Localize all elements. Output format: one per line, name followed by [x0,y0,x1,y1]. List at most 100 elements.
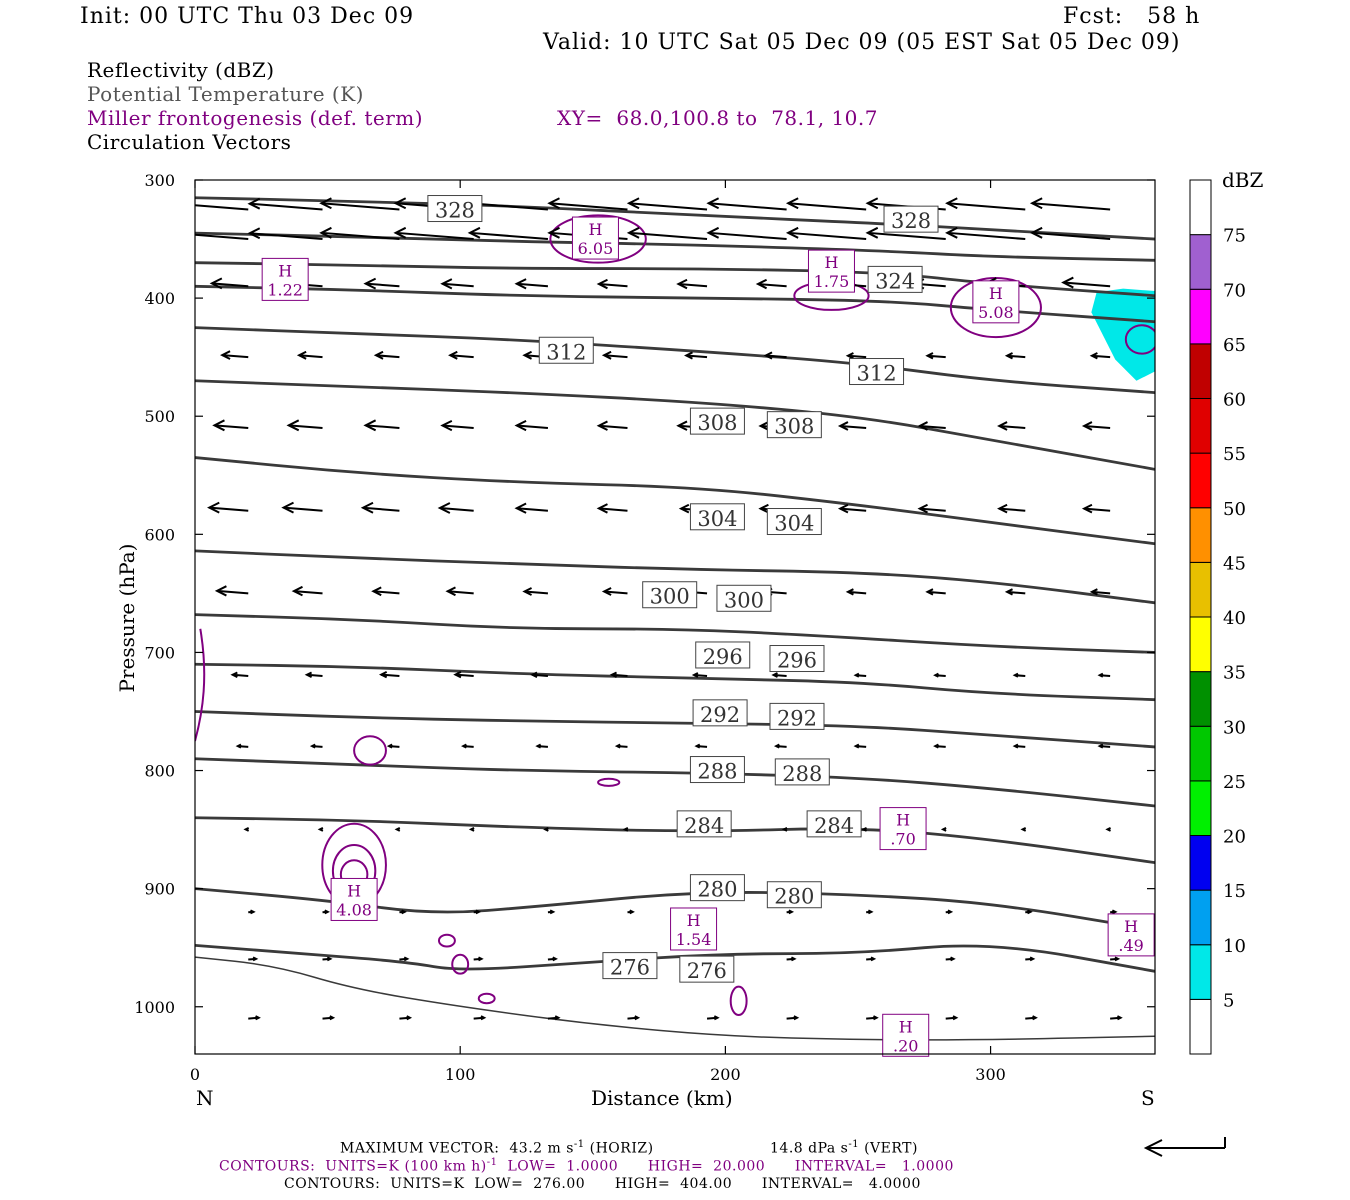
circulation-vector [626,226,708,241]
theta-contour-284 [195,816,1155,865]
frontogenesis-contour [451,953,470,975]
y-tick-label: 900 [144,880,175,899]
circulation-vector [1061,276,1111,289]
circulation-vector [614,743,628,749]
colorbar-level-label: 65 [1223,335,1246,356]
colorbar-level-label: 40 [1223,608,1246,629]
circulation-vector [360,501,400,514]
circulation-vector [322,909,330,915]
theta-label-280: 280 [774,885,814,909]
footer-vert-vector: 14.8 dPa s-1 (VERT) [770,1139,918,1157]
y-tick-label: 300 [144,171,175,190]
circulation-vector [473,909,482,915]
theta-label-box [689,503,745,531]
circulation-vector [997,503,1026,514]
y-tick-label: 1000 [134,998,175,1017]
circulation-vector [853,672,867,678]
theta-label-box [716,584,772,612]
colorbar-level-label: 50 [1223,499,1246,520]
circulation-vector [468,826,475,832]
circulation-vector [535,743,549,749]
theta-label-box [642,581,698,609]
colorbar-segment [1189,398,1212,454]
frontogenesis-max-value: 1.54 [676,930,712,949]
circulation-vector [373,350,400,360]
reference-vector-icon [1143,1137,1226,1157]
circulation-vector [247,227,323,241]
circulation-vector [207,501,249,514]
theta-contour-312 [195,326,1155,394]
circulation-vector [230,671,249,679]
y-tick-label: 600 [144,525,175,544]
circulation-vector [394,826,401,832]
circulation-vector [547,956,558,962]
frontogenesis-max-box [261,257,309,301]
circulation-vector [286,419,323,432]
footer-max-vector: MAXIMUM VECTOR: 43.2 m s-1 (HORIZ) [340,1139,654,1157]
circulation-vector [861,826,868,832]
colorbar-level-label: 60 [1223,390,1246,411]
frontogenesis-max-marker: H [278,261,292,280]
circulation-vector [1089,588,1111,596]
circulation-vector [547,1015,561,1021]
circulation-vector [514,502,549,514]
circulation-vector [945,226,1026,241]
theta-label-box [427,195,483,223]
circulation-vector [755,278,787,290]
colorbar-segment [1189,507,1212,563]
theta-label-box [769,702,825,730]
frontogenesis-contour [597,777,621,787]
frontogenesis-contour [437,933,456,948]
colorbar-level-label: 55 [1223,444,1246,465]
circulation-vector [601,587,628,596]
theta-label-box [774,758,830,786]
circulation-vector [785,197,867,211]
frontogenesis-max-box [330,877,378,921]
theta-contour-288 [195,757,1155,808]
circulation-vector [378,670,400,679]
circulation-vector [195,233,249,241]
circulation-vector [399,1015,413,1021]
theta-label-312: 312 [857,362,897,386]
theta-label-284: 284 [814,814,854,838]
x-axis-left-end: N [196,1086,214,1110]
circulation-vector [1025,956,1036,962]
frontogenesis-max-box [670,907,718,951]
frontogenesis-max-marker: H [588,220,602,239]
circulation-vector [596,420,628,431]
colorbar-level-label: 10 [1223,936,1246,957]
circulation-vector [473,956,484,962]
circulation-vector [627,1015,641,1021]
frontogenesis-max-value: 6.05 [578,239,614,258]
frontogenesis-contour [195,628,206,742]
circulation-vector [933,743,946,749]
circulation-vector [371,586,400,597]
frontogenesis-max-value: 5.08 [978,303,1014,322]
circulation-vector [248,1015,261,1021]
theta-label-box [689,756,745,784]
theta-contour-308 [195,379,1155,471]
colorbar-segment [1189,452,1212,509]
circulation-vector [925,588,946,596]
circulation-vector [195,204,249,211]
circulation-vector [1097,743,1111,749]
frontogenesis-contour [549,214,647,264]
circulation-vector [837,503,867,514]
theta-label-284: 284 [684,814,724,838]
circulation-vector [453,670,474,679]
circulation-vector [543,826,549,832]
y-tick-label: 500 [144,407,175,426]
colorbar-segment [1189,179,1212,236]
circulation-vector [1029,226,1111,241]
circulation-vector [933,672,946,678]
frontogenesis-max-box [807,249,855,293]
theta-contour-296 [195,662,1155,702]
circulation-vector [220,350,249,360]
theta-label-box [692,699,748,727]
frontogenesis-max-value: .70 [890,830,915,849]
circulation-vector [945,909,954,915]
y-tick-label: 800 [144,762,175,781]
circulation-vector [461,743,474,749]
circulation-vector [547,909,556,915]
circulation-vector [448,350,474,360]
